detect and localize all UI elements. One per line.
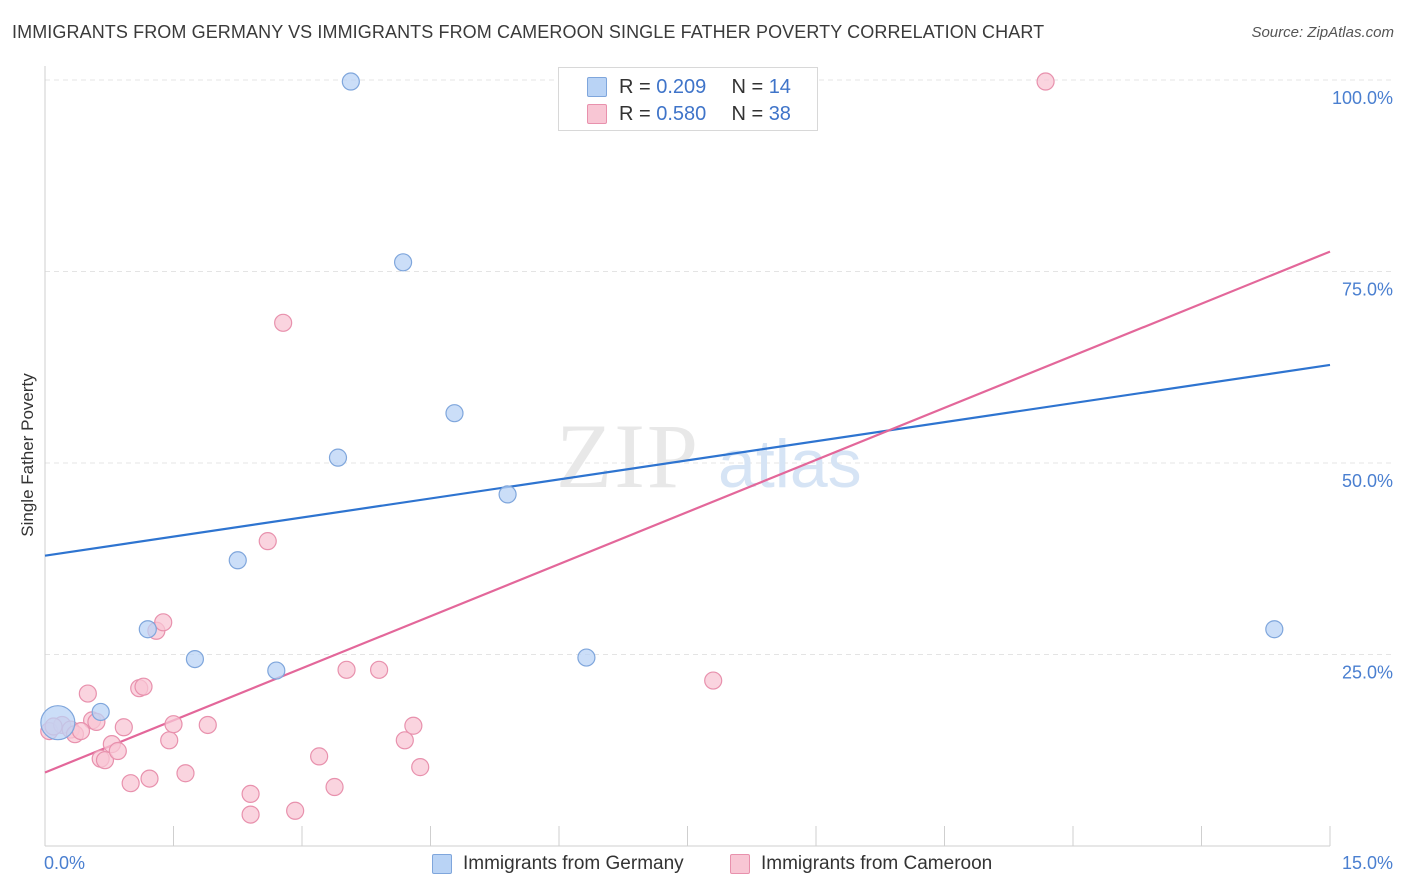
germany-point	[91, 702, 110, 722]
x-tick-label: 15.0%	[1342, 853, 1393, 873]
cameroon-point	[274, 313, 293, 332]
cameroon-point	[395, 731, 414, 750]
correlation-legend: R = 0.209 N = 14 R = 0.580 N = 38	[558, 67, 818, 131]
cameroon-point	[241, 784, 260, 804]
cameroon-point	[310, 747, 329, 766]
cameroon-r-value: 0.580	[656, 103, 707, 125]
cameroon-point	[134, 677, 153, 696]
trend-lines	[44, 250, 1331, 774]
cameroon-point	[411, 758, 430, 777]
cameroon-legend-label: Immigrants from Cameroon	[761, 853, 993, 874]
cameroon-point	[286, 801, 305, 820]
germany-point	[40, 705, 76, 741]
cameroon-point	[114, 718, 133, 737]
cameroon-point	[704, 671, 723, 690]
cameroon-point	[258, 532, 277, 551]
germany-legend-label: Immigrants from Germany	[463, 853, 684, 874]
cameroon-point	[325, 777, 344, 797]
y-tick-label: 25.0%	[1342, 663, 1393, 683]
germany-point	[228, 551, 247, 570]
germany-point	[328, 448, 348, 467]
cameroon-point	[1036, 72, 1055, 91]
tick-labels: 25.0% 50.0% 75.0% 100.0% 0.0% 15.0%	[44, 88, 1393, 873]
cameroon-point	[121, 774, 140, 793]
source-credit: Source: ZipAtlas.com	[1251, 24, 1394, 41]
germany-point	[185, 649, 205, 669]
germany-swatch	[587, 77, 607, 97]
cameroon-point	[160, 731, 179, 750]
germany-point	[341, 72, 360, 91]
cameroon-n-value: 38	[768, 103, 791, 125]
cameroon-point	[108, 741, 127, 761]
chart-title: IMMIGRANTS FROM GERMANY VS IMMIGRANTS FR…	[12, 22, 1045, 42]
germany-legend-swatch	[432, 854, 452, 874]
cameroon-point	[370, 660, 389, 679]
germany-n-value: 14	[768, 76, 791, 98]
cameroon-point	[198, 715, 217, 735]
cameroon-point	[241, 805, 260, 824]
cameroon-trend-line	[44, 250, 1331, 774]
germany-point	[577, 648, 596, 667]
cameroon-point	[337, 660, 356, 679]
y-tick-label: 50.0%	[1342, 471, 1393, 491]
germany-point	[393, 253, 413, 272]
cameroon-point	[140, 769, 159, 788]
germany-r-value: 0.209	[656, 76, 707, 98]
germany-point	[1265, 620, 1284, 639]
r-label: R =	[619, 103, 657, 125]
watermark-zip: ZIP	[556, 405, 700, 507]
cameroon-point	[404, 716, 423, 735]
data-points	[40, 72, 1284, 824]
germany-point	[138, 620, 157, 639]
x-tick-label: 0.0%	[44, 853, 85, 873]
germany-point	[498, 485, 517, 504]
cameroon-legend-swatch	[730, 854, 750, 874]
y-tick-label: 75.0%	[1342, 280, 1393, 300]
n-label: N =	[731, 76, 769, 98]
germany-trend-line	[44, 363, 1331, 557]
cameroon-point	[176, 764, 195, 783]
watermark: ZIP atlas	[556, 405, 862, 507]
cameroon-point	[154, 613, 173, 632]
cameroon-swatch	[587, 104, 607, 124]
cameroon-point	[164, 715, 183, 734]
gridlines	[45, 79, 1392, 655]
germany-point	[267, 661, 286, 680]
r-label: R =	[619, 76, 657, 98]
cameroon-point	[95, 751, 115, 770]
cameroon-point	[78, 684, 97, 703]
y-tick-label: 100.0%	[1332, 88, 1393, 108]
n-label: N =	[731, 103, 769, 125]
germany-point	[445, 404, 464, 423]
